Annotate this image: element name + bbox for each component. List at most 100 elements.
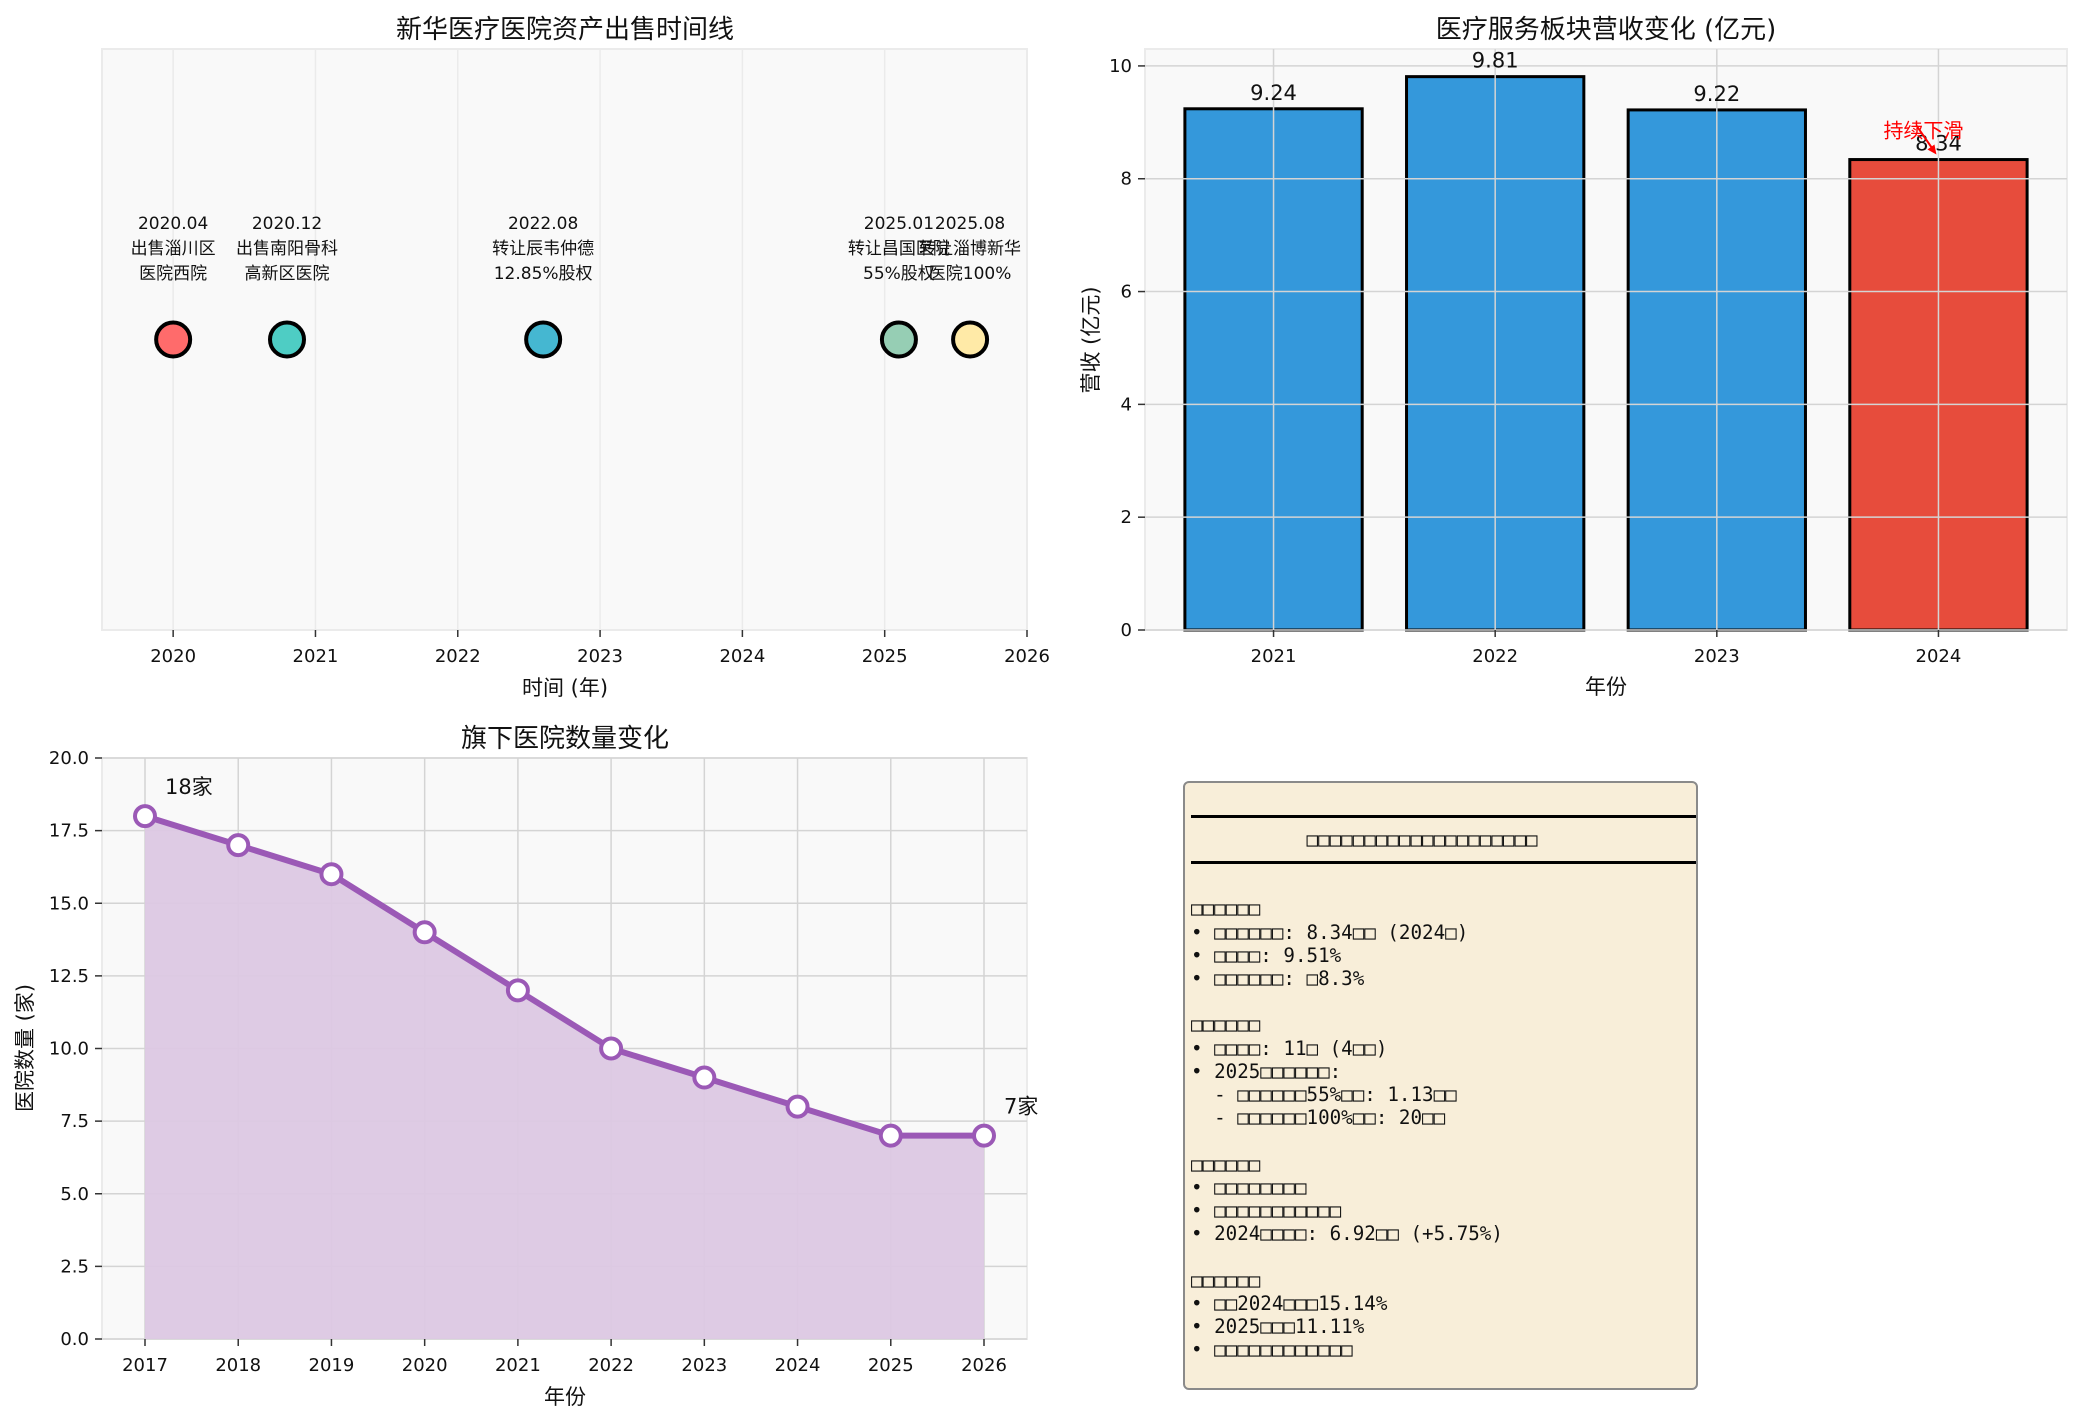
- bar-value-label: 9.24: [1250, 81, 1297, 105]
- event-desc-line2: 12.85%股权: [494, 264, 593, 284]
- timeline-event: 2025.01 转让昌国医院 55%股权: [848, 214, 950, 359]
- timeline-tick-label: 2021: [293, 646, 339, 667]
- bar-y-tick-label: 2: [1121, 507, 1132, 528]
- bar-y-tick-label: 4: [1121, 394, 1132, 415]
- box-line: • 2024□□□□: 6.92□□ (+5.75%): [1191, 1222, 1503, 1246]
- timeline-event: 2022.08 转让辰韦仲德 12.85%股权: [492, 214, 594, 359]
- data-point-marker: [599, 1036, 624, 1061]
- line-axis-ticks: 0.0 2.5 5.0 7.5 10.0 12.5 15.0 17.5 20.0 2017 2018…: [49, 748, 1007, 1376]
- timeline-tick-label: 2026: [1004, 646, 1050, 667]
- timeline-tick-label: 2022: [435, 646, 481, 667]
- line-annotation-label: 7家: [1004, 1095, 1038, 1119]
- data-point-marker: [692, 1065, 717, 1090]
- bar-y-tick-label: 0: [1121, 620, 1132, 641]
- annotation-arrowhead: [1927, 144, 1937, 155]
- bar-x-tick-label: 2023: [1694, 646, 1740, 667]
- box-line: • 2025□□□□□□:: [1191, 1059, 1342, 1083]
- box-line: - □□□□□□100%□□: 20□□: [1191, 1106, 1446, 1130]
- summary-text-box: □□□□□□□□□□□□□□□□□□□□ □□□□□□ • □□□□□□: 8.…: [1183, 781, 1698, 1390]
- data-point-marker: [505, 978, 530, 1003]
- timeline-tick-label: 2023: [577, 646, 623, 667]
- bar-axis-ticks: 0 2 4 6 8 10 2021 2022 2023 2024: [1109, 56, 1961, 667]
- event-date: 2025.01: [864, 214, 934, 234]
- timeline-tick-label: 2025: [862, 646, 908, 667]
- box-section-header: □□□□□□: [1191, 1268, 1261, 1292]
- box-section-header: □□□□□□: [1191, 897, 1261, 921]
- line-y-tick-label: 12.5: [49, 966, 89, 987]
- bar-gridlines: [1145, 49, 2067, 631]
- line-area-fill: [145, 816, 984, 1339]
- event-desc-line1: 转让淄博新华: [919, 239, 1021, 259]
- line-y-tick-label: 15.0: [49, 893, 89, 914]
- line-x-tick-label: 2024: [775, 1355, 821, 1376]
- event-desc-line2: 医院西院: [139, 264, 207, 284]
- event-desc-line1: 出售淄川区: [131, 239, 216, 259]
- line-x-tick-label: 2017: [122, 1355, 168, 1376]
- bar-value-label: 9.81: [1472, 49, 1519, 73]
- timeline-x-ticks: 2020 2021 2022 2023 2024 2025 2026: [150, 630, 1050, 667]
- summary-text: □□□□□□□□□□□□□□□□□□□□ □□□□□□ • □□□□□□: 8.…: [1191, 805, 1696, 1361]
- box-line: • □□□□□□□□: [1191, 1175, 1307, 1199]
- timeline-chart: 2020 2021 2022 2023 2024 2025 2026 2020.04 出售淄川…: [101, 15, 1050, 700]
- box-line: • □□□□: 11□ (4□□): [1191, 1036, 1388, 1060]
- line-x-tick-label: 2020: [402, 1355, 448, 1376]
- area-fill: [145, 816, 984, 1339]
- line-y-tick-label: 5.0: [60, 1184, 89, 1205]
- event-marker: [524, 320, 563, 359]
- event-date: 2025.08: [935, 214, 1005, 234]
- data-point-marker: [972, 1123, 996, 1148]
- event-desc-line2: 55%股权: [863, 264, 935, 284]
- line-y-tick-label: 0.0: [60, 1329, 89, 1350]
- timeline-x-label: 时间 (年): [522, 676, 608, 700]
- event-date: 2020.04: [138, 214, 208, 234]
- box-line: • □□□□□□: 8.34□□ (2024□): [1191, 920, 1469, 944]
- event-marker: [951, 320, 990, 359]
- line-y-tick-label: 2.5: [60, 1256, 89, 1277]
- bar-x-tick-label: 2021: [1251, 646, 1297, 667]
- event-marker: [268, 320, 306, 359]
- box-line: • □□□□: 9.51%: [1191, 943, 1342, 967]
- line-x-tick-label: 2026: [961, 1355, 1007, 1376]
- line-x-tick-label: 2022: [588, 1355, 634, 1376]
- bar-x-tick-label: 2022: [1472, 646, 1518, 667]
- line-y-tick-label: 17.5: [49, 821, 89, 842]
- annotation-text: 持续下滑: [1883, 119, 1963, 143]
- bar-x-tick-label: 2024: [1916, 646, 1962, 667]
- box-line: • □□□□□□: □8.3%: [1191, 967, 1365, 991]
- data-point-marker: [412, 920, 437, 945]
- line-title: 旗下医院数量变化: [461, 724, 669, 754]
- bar-annotation: 持续下滑: [1883, 119, 1963, 155]
- box-line: • □□2024□□□15.14%: [1191, 1291, 1388, 1315]
- line-y-tick-label: 20.0: [49, 748, 89, 769]
- box-line: - □□□□□□55%□□: 1.13□□: [1191, 1083, 1457, 1107]
- line-annotation-label: 18家: [165, 775, 213, 799]
- hospital-count-chart: 0.0 2.5 5.0 7.5 10.0 12.5 15.0 17.5 20.0 2017 2018…: [13, 724, 1038, 1409]
- event-date: 2022.08: [508, 214, 578, 234]
- data-point-marker: [133, 804, 157, 829]
- box-title: □□□□□□□□□□□□□□□□□□□□: [1191, 828, 1538, 851]
- data-point-marker: [226, 833, 251, 858]
- line-x-tick-label: 2023: [681, 1355, 727, 1376]
- line-annotations: 18家 7家: [165, 775, 1038, 1119]
- line-y-tick-label: 10.0: [49, 1039, 89, 1060]
- event-desc-line1: 出售南阳骨科: [236, 239, 338, 259]
- timeline-plot-area: [101, 48, 1028, 631]
- box-rule-bottom: [1191, 861, 1696, 865]
- line-x-label: 年份: [544, 1385, 586, 1409]
- line-x-tick-label: 2025: [868, 1355, 914, 1376]
- line-x-tick-label: 2018: [215, 1355, 261, 1376]
- line-y-tick-label: 7.5: [60, 1111, 89, 1132]
- event-desc-line1: 转让昌国医院: [848, 239, 950, 259]
- box-line: • 2025□□□11.11%: [1191, 1315, 1365, 1339]
- box-section-header: □□□□□□: [1191, 1152, 1261, 1176]
- timeline-tick-label: 2020: [150, 646, 196, 667]
- event-desc-line2: 高新区医院: [245, 264, 330, 284]
- bar-y-label: 营收 (亿元): [1079, 286, 1103, 393]
- timeline-tick-label: 2024: [719, 646, 765, 667]
- line-series: [133, 804, 996, 1148]
- event-marker: [879, 320, 918, 359]
- bar-x-label: 年份: [1585, 675, 1627, 699]
